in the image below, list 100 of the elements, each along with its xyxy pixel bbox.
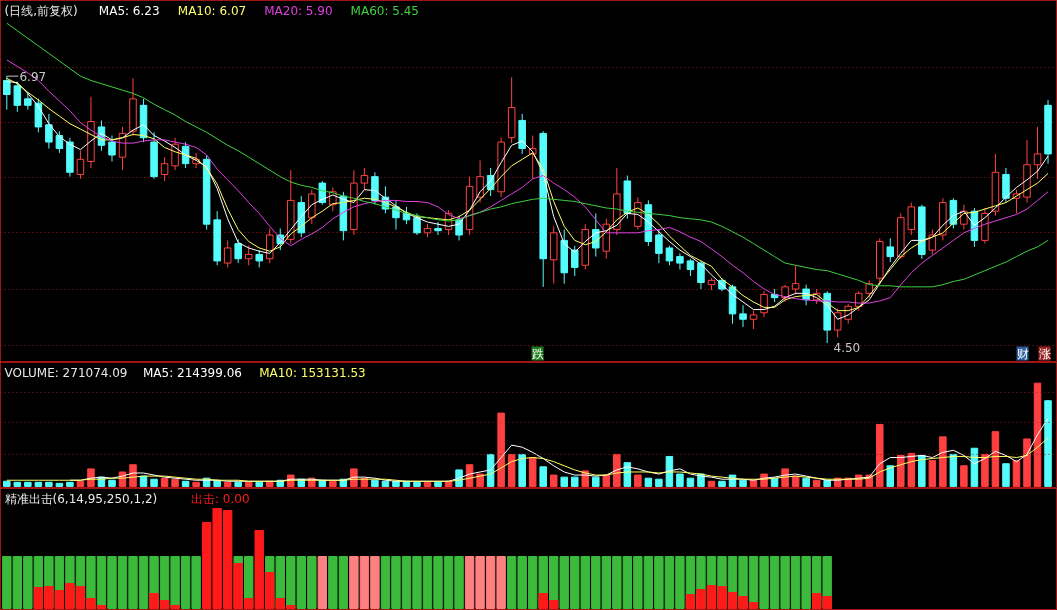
bar	[539, 466, 547, 487]
candlestick	[907, 202, 916, 236]
annotation: 涨	[1038, 346, 1051, 361]
bar	[1023, 438, 1031, 487]
candlestick	[244, 245, 253, 266]
bar	[676, 473, 684, 487]
bar	[928, 460, 937, 487]
candlestick	[676, 252, 684, 271]
bar	[1002, 463, 1010, 487]
candlestick	[160, 156, 169, 182]
annotation: 跌	[531, 346, 544, 361]
bar	[802, 477, 810, 487]
bar	[570, 476, 579, 487]
candlestick	[739, 304, 747, 328]
bar	[329, 480, 337, 487]
bar	[507, 453, 516, 487]
bar	[1012, 460, 1021, 487]
bar	[981, 453, 989, 487]
bar	[718, 480, 726, 487]
candlestick	[3, 75, 11, 111]
bar	[897, 454, 905, 487]
bar	[907, 452, 916, 487]
bar	[24, 481, 32, 487]
candlestick	[928, 229, 937, 255]
bar	[66, 481, 74, 487]
bar	[1044, 400, 1052, 487]
bar	[486, 453, 495, 487]
bar	[413, 481, 421, 487]
bar	[434, 481, 442, 487]
bar	[634, 474, 642, 487]
bar	[192, 481, 200, 487]
bar	[76, 480, 85, 487]
candlestick	[476, 159, 484, 204]
bar	[560, 476, 568, 487]
bar	[886, 465, 895, 487]
bar	[381, 480, 390, 487]
bar	[476, 473, 484, 487]
bar	[55, 482, 64, 487]
text: MA10: 153131.53	[259, 365, 366, 380]
bar	[960, 465, 968, 487]
candlestick	[434, 221, 442, 236]
candlestick	[76, 150, 85, 180]
text: MA20: 5.90	[264, 3, 333, 18]
bar	[13, 481, 22, 487]
bar	[528, 457, 537, 487]
bar	[181, 480, 190, 487]
series-label: 出击: 0.00	[190, 491, 250, 506]
bar	[592, 476, 600, 487]
bar	[613, 453, 621, 487]
bar	[518, 453, 526, 487]
chart-title: VOLUME: 271074.09	[4, 365, 128, 380]
bar	[45, 481, 53, 487]
bar	[3, 480, 11, 487]
bar	[108, 479, 116, 487]
text: MA60: 5.45	[350, 3, 419, 18]
annotation: 财	[1016, 346, 1029, 361]
text: MA5: 214399.06	[142, 365, 242, 380]
bar	[223, 481, 232, 487]
candlestick	[655, 229, 663, 264]
candlestick	[833, 307, 842, 339]
bar	[371, 479, 379, 487]
candlestick	[949, 197, 958, 230]
candlestick	[108, 135, 116, 163]
chart-title: (日线,前复权)	[4, 3, 78, 18]
bar	[317, 556, 328, 609]
candlestick	[181, 141, 190, 169]
bar	[812, 479, 821, 487]
bar	[244, 481, 253, 487]
text: MA10: 6.07	[177, 3, 247, 18]
candlestick	[371, 171, 379, 206]
bar	[150, 478, 158, 487]
candlestick	[570, 245, 579, 277]
candlestick	[886, 237, 895, 263]
candlestick	[1002, 167, 1010, 204]
bar	[655, 478, 663, 487]
candlestick	[413, 212, 421, 236]
bar	[644, 477, 653, 487]
bar	[739, 479, 747, 487]
bar	[707, 480, 716, 487]
bar	[171, 478, 179, 487]
bar	[686, 477, 695, 487]
bar	[160, 477, 169, 487]
text: MA5: 6.23	[98, 3, 160, 18]
bar	[549, 474, 558, 487]
candlestick	[55, 130, 64, 154]
bar	[602, 474, 611, 487]
bar	[497, 412, 505, 487]
bar	[234, 481, 242, 487]
candlestick	[45, 113, 53, 150]
candlestick	[265, 228, 274, 264]
bar	[949, 453, 958, 487]
candlestick	[234, 238, 242, 264]
candlestick	[1033, 126, 1042, 180]
candlestick	[360, 167, 369, 191]
candlestick	[308, 189, 316, 225]
candlestick	[791, 264, 800, 295]
bar	[34, 481, 43, 487]
candlestick	[223, 239, 232, 268]
bar	[876, 423, 884, 487]
candlestick	[749, 310, 758, 330]
